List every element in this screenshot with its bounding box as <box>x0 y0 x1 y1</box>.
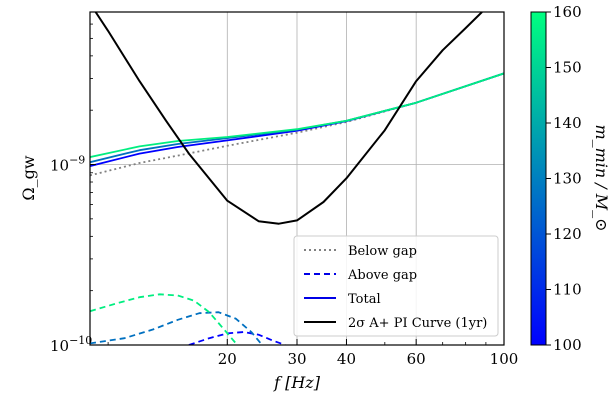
colorbar-tick-label: 100 <box>553 336 582 354</box>
axis-ticks: 20 30 40 60 100 10−10 10−9 <box>50 23 519 368</box>
colorbar-tick-label: 140 <box>553 114 582 132</box>
y-tick-label: 10−10 <box>50 334 92 355</box>
below-gap-line <box>90 72 504 177</box>
total-line <box>90 72 504 158</box>
legend-label: Below gap <box>348 244 417 259</box>
x-axis-label: f [Hz] <box>273 373 321 392</box>
colorbar: 100 110 120 130 140 150 160 m_min / M_⊙ <box>530 3 611 354</box>
legend-frame <box>293 235 499 337</box>
colorbar-tick-label: 120 <box>553 225 582 243</box>
colorbar-tick-label: 130 <box>553 170 582 188</box>
colorbar-tick-label: 150 <box>553 59 582 77</box>
legend-label: Total <box>348 292 381 307</box>
colorbar-tick-label: 110 <box>553 281 582 299</box>
colorbar-tick-label: 160 <box>553 3 582 21</box>
series-group <box>90 12 504 345</box>
x-tick-label: 100 <box>490 350 519 368</box>
x-tick-label: 40 <box>337 350 356 368</box>
legend-label: 2σ A+ PI Curve (1yr) <box>348 316 487 331</box>
colorbar-label: m_min / M_⊙ <box>592 124 611 231</box>
x-tick-label: 60 <box>407 350 426 368</box>
above-gap-line <box>188 331 286 345</box>
above-gap-line <box>90 293 238 345</box>
legend-label: Above gap <box>347 268 417 283</box>
x-tick-label: 20 <box>218 350 237 368</box>
y-tick-label: 10−9 <box>50 154 85 175</box>
pi-curve-line <box>94 12 483 225</box>
colorbar-gradient <box>530 11 547 346</box>
x-tick-label: 30 <box>287 350 306 368</box>
legend: Below gap Above gap Total 2σ A+ PI Curve (1… <box>293 235 499 337</box>
y-axis-label: Ω_gw <box>19 155 38 201</box>
above-gap-line <box>90 311 263 345</box>
